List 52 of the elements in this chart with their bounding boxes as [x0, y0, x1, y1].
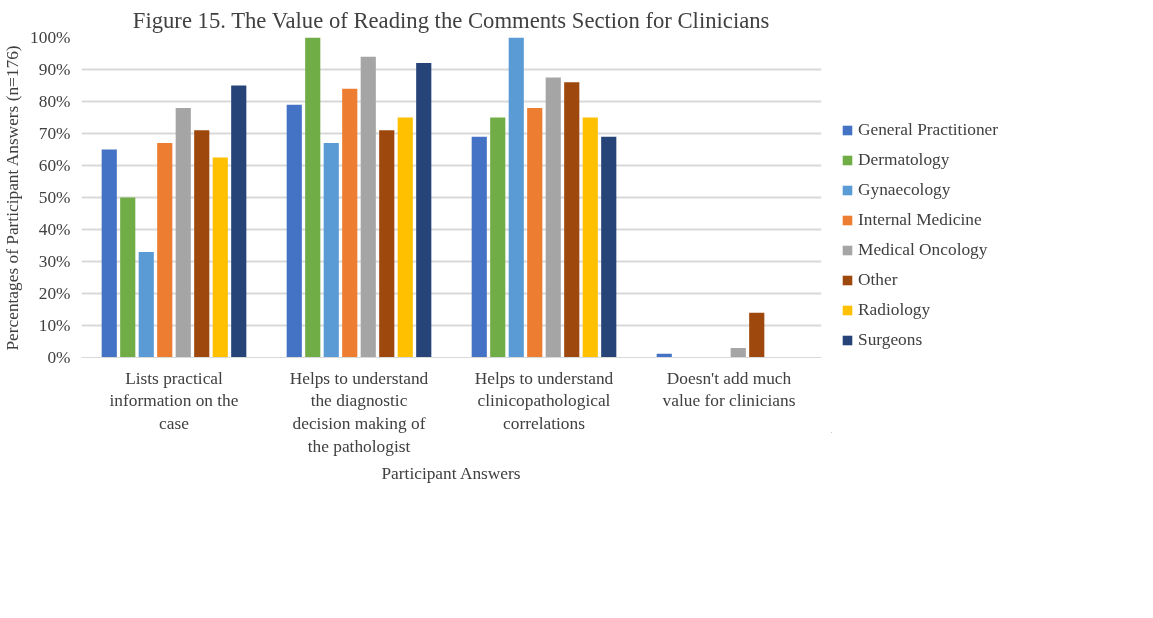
y-tick-label: 10%: [38, 316, 71, 335]
bar: [138, 251, 154, 358]
bar: [360, 56, 376, 358]
bar: [545, 77, 561, 358]
bar: [342, 88, 358, 358]
x-tick-label: Helps to understand clinicopathological correlations: [474, 368, 614, 434]
legend-label: Surgeons: [858, 329, 923, 350]
bar: [508, 37, 524, 358]
bar: [212, 157, 228, 358]
bar: [416, 63, 432, 358]
y-tick-label: 30%: [38, 252, 71, 271]
y-tick-label: 50%: [38, 188, 71, 207]
bar: [231, 85, 247, 358]
y-axis-title: Percentages of Participant Answers (n=176): [3, 45, 23, 351]
bar: [305, 37, 321, 358]
x-tick-label: Doesn't add much value for clinicians: [662, 368, 796, 411]
bar: [601, 136, 617, 358]
legend-label: Internal Medicine: [858, 209, 982, 230]
y-tick-label: 40%: [38, 220, 71, 239]
bar: [101, 149, 117, 358]
x-axis-title: Participant Answers: [381, 463, 521, 483]
x-tick-label: Helps to understand the diagnostic decision making of the pathologist: [289, 368, 429, 456]
bar: [564, 82, 580, 358]
bar: [379, 130, 395, 358]
y-tick-label: 70%: [38, 124, 71, 143]
bar: [527, 107, 543, 358]
bar: [120, 197, 136, 358]
legend-label: Radiology: [858, 299, 931, 320]
legend-label: Dermatology: [858, 149, 950, 170]
legend-label: General Practitioner: [858, 119, 999, 140]
bar: [157, 143, 173, 358]
legend-label: Medical Oncology: [858, 239, 988, 260]
bar: [286, 104, 302, 358]
legend-label: Other: [858, 269, 898, 290]
bar: [397, 117, 413, 358]
bar: [471, 136, 487, 358]
x-tick-label: Lists practical information on the case: [109, 368, 239, 434]
y-tick-label: 0%: [47, 348, 71, 367]
bar: [490, 117, 506, 358]
legend-label: Gynaecology: [858, 179, 951, 200]
bar: [323, 143, 339, 358]
y-tick-label: 20%: [38, 284, 71, 303]
bar: [175, 107, 191, 358]
chart-title: Figure 15. The Value of Reading the Comments Section for Clinicians: [132, 7, 770, 33]
y-tick-label: 60%: [38, 156, 71, 175]
bar: [582, 117, 598, 358]
bar: [749, 312, 765, 358]
y-tick-label: 100%: [30, 28, 71, 47]
y-tick-label: 90%: [38, 60, 71, 79]
y-tick-label: 80%: [38, 92, 71, 111]
bar: [730, 347, 746, 358]
bar: [194, 130, 210, 358]
